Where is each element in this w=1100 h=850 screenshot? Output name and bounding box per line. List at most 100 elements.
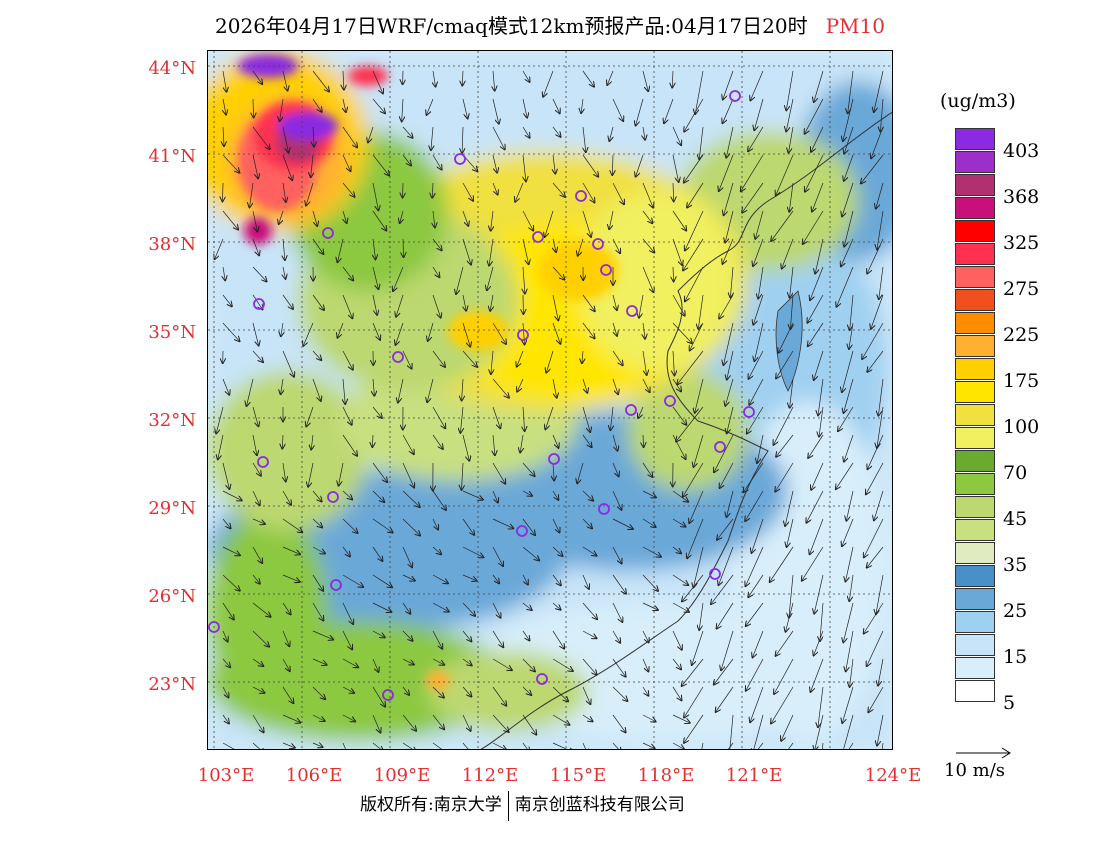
wind-arrow xyxy=(402,602,410,614)
wind-arrow xyxy=(877,406,884,448)
wind-arrow xyxy=(492,98,499,124)
wind-arrow xyxy=(372,574,392,587)
wind-arrow xyxy=(372,630,385,637)
wind-arrow xyxy=(876,574,884,614)
wind-arrow xyxy=(552,266,564,280)
wind-arrow xyxy=(583,126,586,152)
wind-arrow xyxy=(403,182,404,198)
wind-arrow xyxy=(774,658,794,694)
wind-arrow xyxy=(808,322,824,346)
wind-arrow xyxy=(312,490,322,502)
wind-arrow xyxy=(222,658,230,667)
wind-arrow xyxy=(814,630,824,655)
wind-arrow xyxy=(523,406,525,431)
wind-arrow xyxy=(398,378,404,403)
wind-arrow xyxy=(612,182,624,204)
wind-arrow xyxy=(487,266,494,290)
wind-arrow xyxy=(312,378,321,401)
colorbar-swatch xyxy=(955,542,995,564)
wind-arrow xyxy=(612,98,623,121)
wind-arrow xyxy=(343,378,345,404)
wind-arrow xyxy=(492,574,499,583)
wind-arrow xyxy=(820,602,824,641)
wind-arrow xyxy=(372,546,383,561)
wind-arrow xyxy=(372,518,393,533)
wind-arrow xyxy=(342,630,352,649)
city-marker xyxy=(598,503,610,515)
wind-arrow xyxy=(803,210,824,244)
wind-arrow xyxy=(222,322,240,341)
wind-arrow xyxy=(843,714,854,749)
wind-arrow xyxy=(222,490,242,500)
colorbar-swatch xyxy=(955,243,995,265)
wind-arrow xyxy=(343,98,346,112)
wind-arrow xyxy=(685,266,704,301)
wind-arrow xyxy=(312,546,325,554)
wind-arrow xyxy=(724,322,734,365)
wind-arrow xyxy=(342,490,352,499)
wind-arrow xyxy=(877,210,884,249)
wind-arrow xyxy=(612,434,618,451)
wind-arrow xyxy=(342,126,357,147)
wind-arrow xyxy=(342,518,358,533)
forecast-map[interactable] xyxy=(207,50,893,750)
wind-arrow xyxy=(748,126,764,151)
wind-arrow xyxy=(462,322,470,347)
wind-arrow xyxy=(312,574,323,591)
wind-arrow xyxy=(864,518,884,557)
wind-vectors xyxy=(215,70,884,749)
colorbar-swatch xyxy=(955,220,995,242)
wind-arrow xyxy=(462,434,469,461)
wind-arrow xyxy=(308,462,314,487)
wind-arrow xyxy=(552,490,558,500)
wind-arrow xyxy=(642,70,648,91)
wind-arrow xyxy=(517,350,524,367)
wind-arrow xyxy=(552,294,558,320)
wind-arrow xyxy=(664,98,674,123)
wind-arrow xyxy=(252,490,260,505)
taiwan-outline xyxy=(775,290,803,392)
city-marker xyxy=(743,406,755,418)
wind-arrow xyxy=(642,658,648,671)
wind-arrow xyxy=(312,210,317,226)
wind-arrow xyxy=(861,154,884,183)
wind-arrow xyxy=(492,630,503,647)
wind-arrow xyxy=(677,350,704,384)
wind-arrow xyxy=(639,294,644,318)
wind-arrow xyxy=(252,126,270,149)
wind-arrow xyxy=(522,238,529,264)
wind-arrow xyxy=(699,126,704,159)
wind-arrow xyxy=(582,546,597,556)
wind-arrow xyxy=(462,70,463,86)
wind-arrow xyxy=(462,714,471,731)
wind-arrow xyxy=(612,658,626,677)
colorbar-swatch xyxy=(955,381,995,403)
wind-arrow xyxy=(402,434,414,454)
wind-arrow xyxy=(222,518,231,528)
wind-arrow xyxy=(874,70,884,112)
wind-arrow xyxy=(252,686,265,693)
city-marker xyxy=(664,395,676,407)
wind-arrow xyxy=(789,182,794,212)
wind-arrow xyxy=(685,210,704,250)
wind-arrow xyxy=(460,406,463,433)
wind-arrow xyxy=(402,518,420,536)
wind-arrow xyxy=(642,686,648,696)
wind-arrow xyxy=(758,266,764,299)
wind-arrow xyxy=(724,182,734,215)
wind-arrow xyxy=(373,378,374,396)
wind-arrow xyxy=(814,350,824,380)
wind-arrow xyxy=(462,574,477,581)
wind-arrow xyxy=(838,406,854,431)
wind-arrow xyxy=(223,182,224,201)
wind-arrow xyxy=(643,434,644,447)
wind-arrow xyxy=(689,490,704,523)
wind-arrow xyxy=(638,406,644,418)
wind-arrow xyxy=(222,154,239,173)
city-marker xyxy=(709,568,721,580)
wind-arrow xyxy=(642,714,656,722)
wind-arrow xyxy=(802,546,824,581)
wind-arrow xyxy=(552,182,565,197)
wind-arrow xyxy=(612,574,626,594)
wind-arrow xyxy=(252,742,265,749)
